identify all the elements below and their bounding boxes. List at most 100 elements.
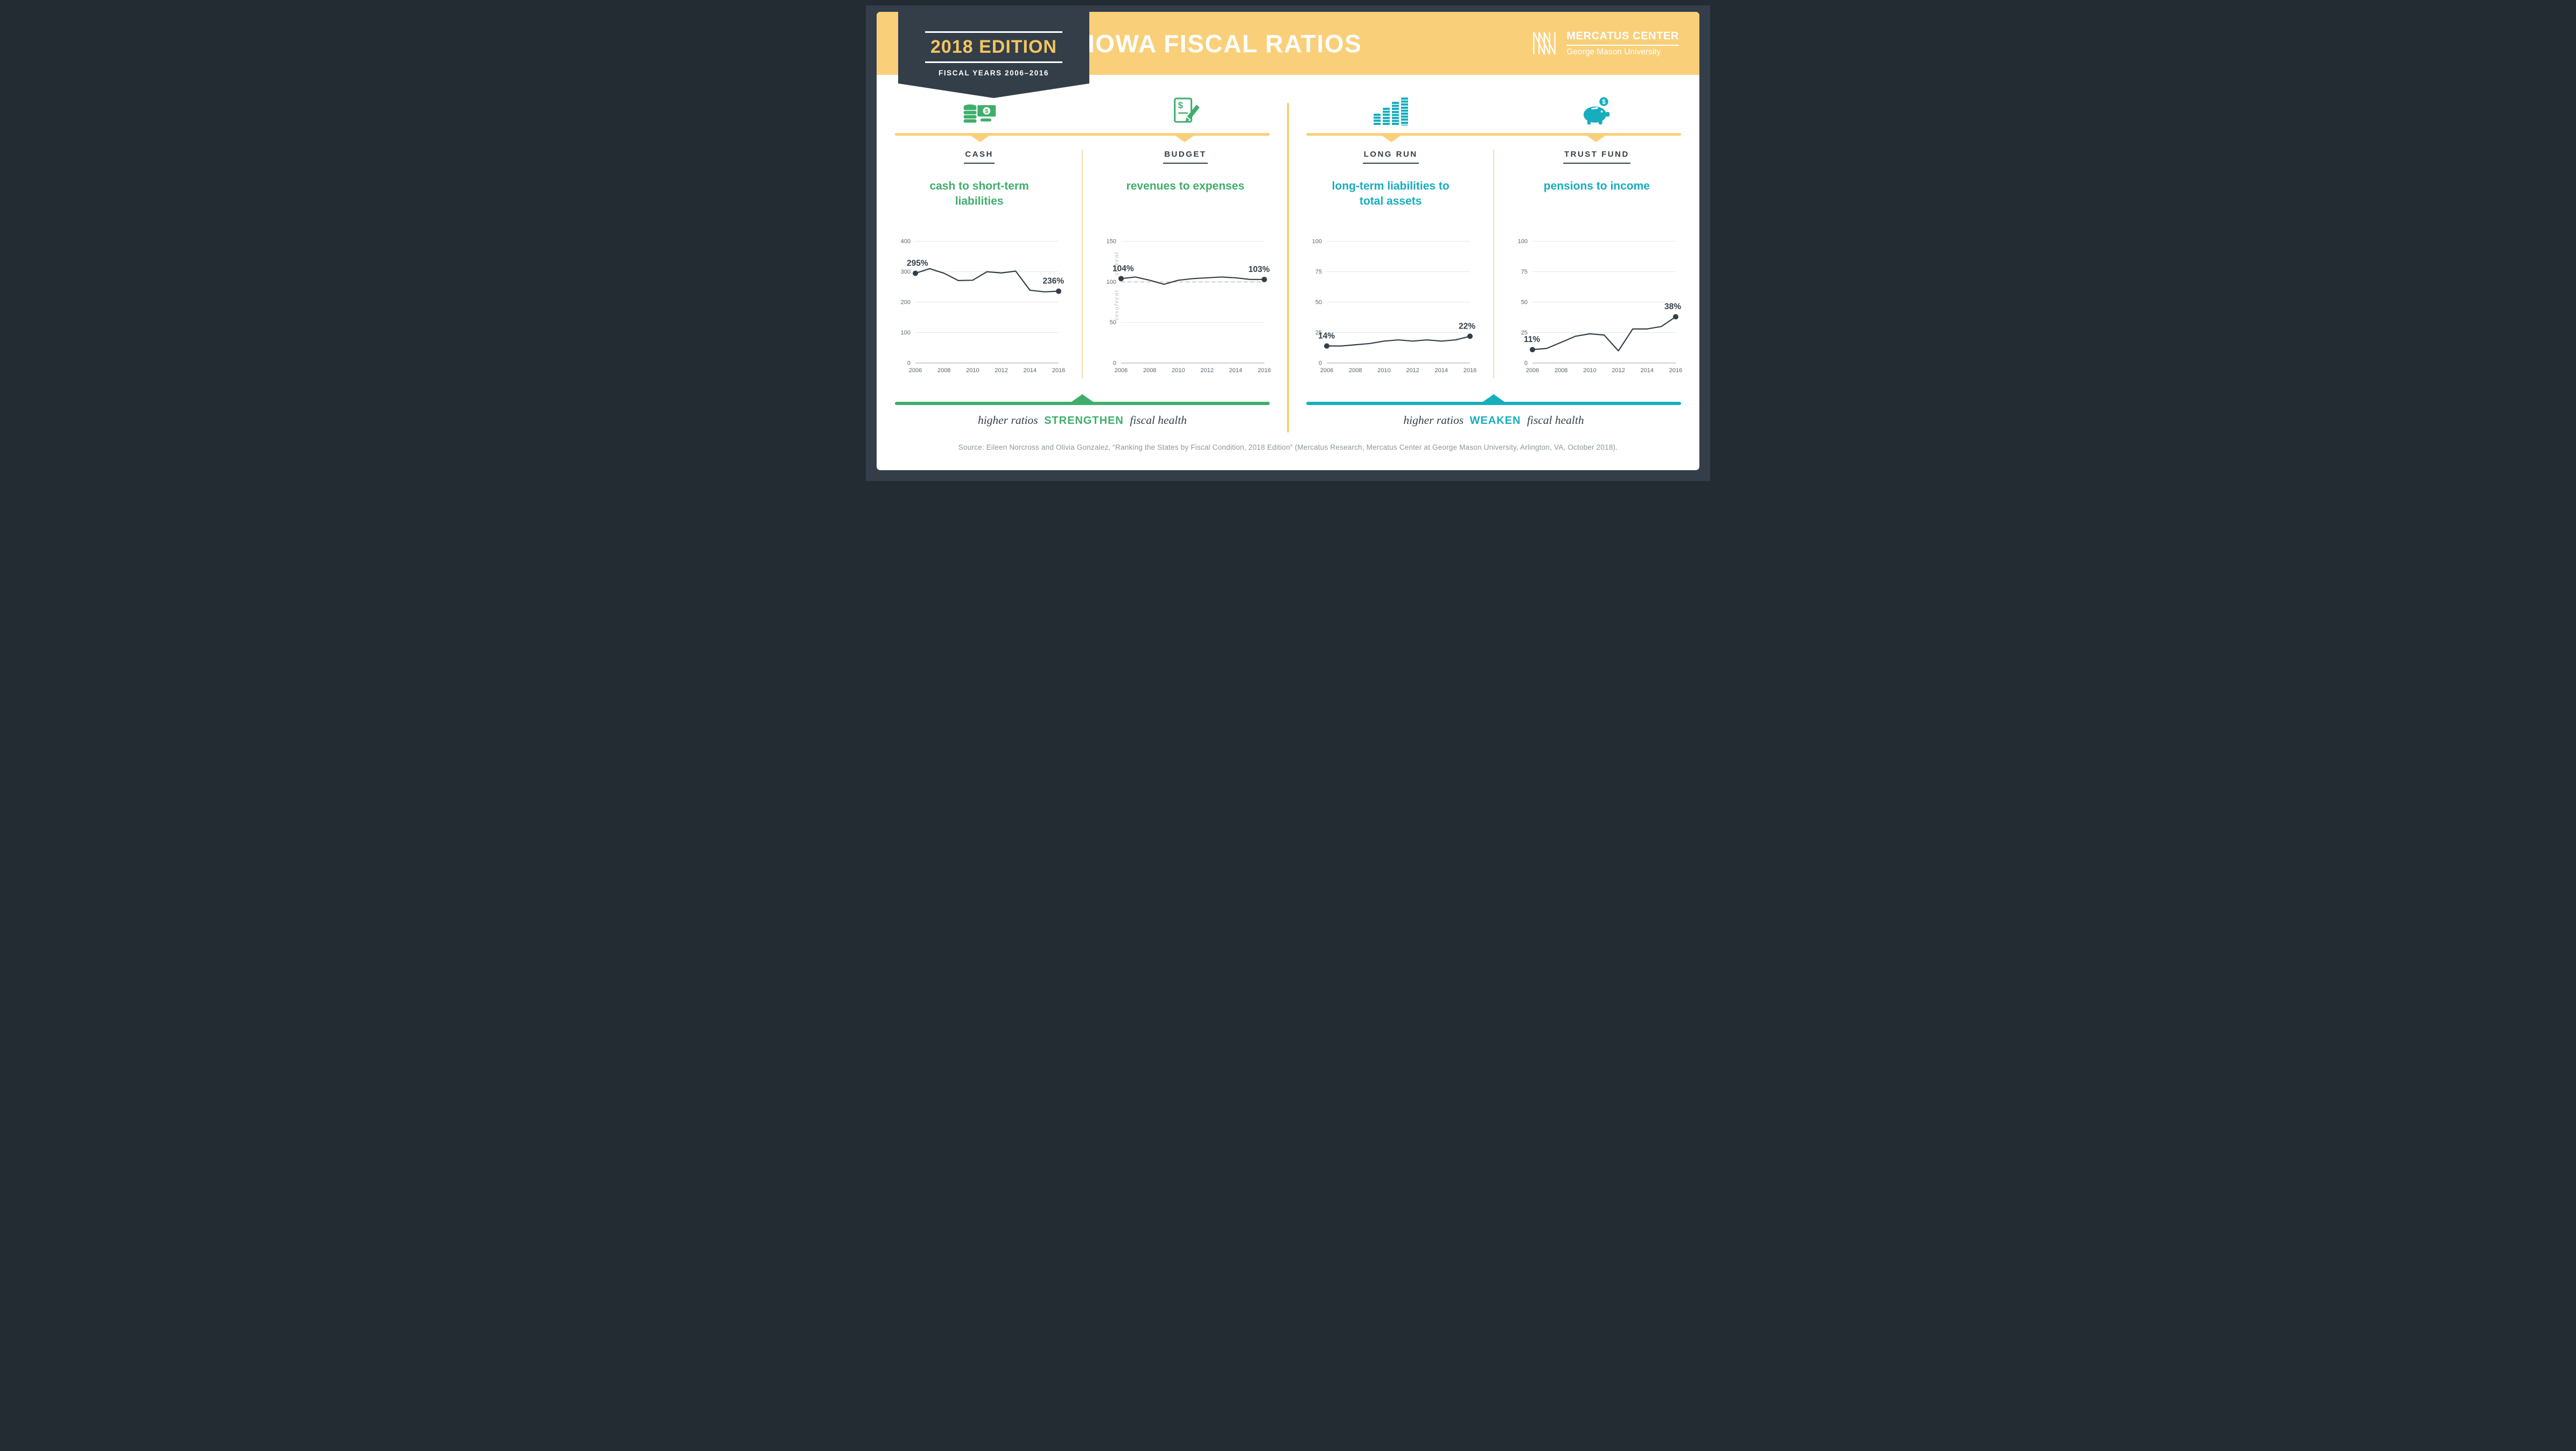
svg-text:solvent: solvent xyxy=(1112,252,1120,276)
svg-text:2014: 2014 xyxy=(1434,367,1447,374)
chevron-down-icon xyxy=(1175,136,1194,142)
svg-text:2016: 2016 xyxy=(1052,367,1065,374)
svg-text:75: 75 xyxy=(1315,269,1321,275)
svg-text:75: 75 xyxy=(1521,269,1528,275)
cash-icon: $ xyxy=(963,104,996,123)
coin-column xyxy=(1392,102,1399,125)
svg-text:$: $ xyxy=(1178,101,1183,110)
svg-text:25: 25 xyxy=(1315,330,1321,336)
weaken-section: $ LONG RUN long-term liabilities to tota… xyxy=(1288,75,1699,430)
svg-text:0: 0 xyxy=(1524,360,1528,367)
page-title: IOWA FISCAL RATIOS xyxy=(1088,29,1362,58)
weaken-topline xyxy=(1306,133,1681,142)
svg-text:2008: 2008 xyxy=(1555,367,1567,374)
panel-trust-fund: TRUST FUND pensions to income 0 25 50 75 100… xyxy=(1494,150,1699,378)
strengthen-caption: higher ratios STRENGTHEN fiscal health xyxy=(877,414,1288,427)
weaken-icons-row: $ xyxy=(1288,75,1699,133)
panel-divider xyxy=(1493,150,1494,378)
trust-fund-icon-cell: $ xyxy=(1494,96,1699,125)
long-run-icon xyxy=(1374,97,1408,125)
svg-text:103%: 103% xyxy=(1249,265,1270,274)
chevron-down-icon xyxy=(1382,136,1401,142)
edition-title: 2018 EDITION xyxy=(925,31,1062,63)
svg-text:$: $ xyxy=(985,108,988,115)
svg-text:236%: 236% xyxy=(1042,277,1064,286)
panel-budget: BUDGET revenues to expenses 0 50 100 150 200… xyxy=(1083,150,1288,378)
edition-years: FISCAL YEARS 2006–2016 xyxy=(938,69,1049,77)
svg-text:2008: 2008 xyxy=(1143,367,1156,374)
weaken-panels: LONG RUN long-term liabilities to total … xyxy=(1288,150,1699,378)
caption-prefix: higher ratios xyxy=(1403,414,1464,427)
svg-text:2010: 2010 xyxy=(1172,367,1185,374)
svg-text:2006: 2006 xyxy=(1526,367,1539,374)
budget-icon-cell: $ xyxy=(1082,96,1288,125)
svg-text:2012: 2012 xyxy=(1201,367,1214,374)
svg-text:2016: 2016 xyxy=(1258,367,1271,374)
svg-text:100: 100 xyxy=(900,330,910,336)
svg-text:22%: 22% xyxy=(1459,322,1475,331)
chevron-down-icon xyxy=(1587,136,1605,142)
trust-fund-icon: $ xyxy=(1583,97,1610,125)
svg-text:100: 100 xyxy=(1107,279,1116,285)
svg-text:14%: 14% xyxy=(1318,331,1335,340)
svg-text:2010: 2010 xyxy=(1584,367,1597,374)
svg-text:50: 50 xyxy=(1315,299,1321,306)
edition-badge: 2018 EDITION FISCAL YEARS 2006–2016 xyxy=(898,12,1089,83)
svg-text:2012: 2012 xyxy=(1612,367,1625,374)
svg-text:2014: 2014 xyxy=(1023,367,1036,374)
svg-text:104%: 104% xyxy=(1112,264,1134,273)
svg-text:295%: 295% xyxy=(907,259,928,268)
trust-fund-chart: 0 25 50 75 100 2006 2008 2010 2012 2014 2016 11% 38% xyxy=(1508,225,1685,378)
svg-text:400: 400 xyxy=(900,239,910,245)
weaken-caption: higher ratios WEAKEN fiscal health xyxy=(1288,414,1699,427)
mercatus-logo-icon xyxy=(1533,32,1556,55)
infographic: IOWA FISCAL RATIOS MERCATUS CENTER Georg… xyxy=(866,5,1710,481)
panel-label: CASH xyxy=(964,150,995,164)
svg-text:2008: 2008 xyxy=(1349,367,1362,374)
svg-text:150: 150 xyxy=(1107,239,1116,245)
caption-suffix: fiscal health xyxy=(1527,414,1584,427)
budget-chart: 0 50 100 150 2006 2008 2010 2012 2014 2016 solvent… xyxy=(1096,225,1274,378)
svg-text:2012: 2012 xyxy=(995,367,1007,374)
panel-divider xyxy=(1082,150,1083,378)
strengthen-icons-row: $ $ xyxy=(877,75,1288,133)
main-content: $ $ xyxy=(877,75,1699,432)
svg-text:38%: 38% xyxy=(1664,302,1681,311)
long-run-chart: 0 25 50 75 100 2006 2008 2010 2012 2014 2016 14% 22% xyxy=(1302,225,1480,378)
strengthen-bar xyxy=(895,394,1270,405)
logo-divider xyxy=(1566,44,1679,46)
caption-prefix: higher ratios xyxy=(977,414,1038,427)
svg-text:50: 50 xyxy=(1521,299,1528,306)
chevron-down-icon xyxy=(970,136,989,142)
coin-column xyxy=(1374,114,1381,125)
strengthen-topline xyxy=(895,133,1270,142)
svg-text:2006: 2006 xyxy=(908,367,921,374)
weaken-bar xyxy=(1306,394,1681,405)
svg-text:2016: 2016 xyxy=(1669,367,1682,374)
svg-text:2006: 2006 xyxy=(1115,367,1128,374)
logo-name: MERCATUS CENTER xyxy=(1566,30,1679,42)
coin-column xyxy=(1401,97,1408,125)
svg-text:2016: 2016 xyxy=(1463,367,1476,374)
caption-keyword: STRENGTHEN xyxy=(1044,415,1124,427)
logo-subname: George Mason University xyxy=(1566,47,1661,57)
svg-text:2006: 2006 xyxy=(1320,367,1333,374)
svg-text:200: 200 xyxy=(900,299,910,306)
coin-column xyxy=(1383,108,1390,125)
strengthen-section: $ $ xyxy=(877,75,1288,430)
strengthen-panels: CASH cash to short-term liabilities 0 100… xyxy=(877,150,1288,378)
svg-text:300: 300 xyxy=(900,269,910,275)
svg-text:2008: 2008 xyxy=(937,367,950,374)
svg-text:2010: 2010 xyxy=(966,367,979,374)
svg-text:2010: 2010 xyxy=(1377,367,1390,374)
source-citation: Source: Eileen Norcross and Olivia Gonza… xyxy=(958,443,1618,451)
chevron-up-icon xyxy=(1072,394,1093,402)
caption-suffix: fiscal health xyxy=(1130,414,1187,427)
svg-text:2012: 2012 xyxy=(1406,367,1419,374)
svg-text:0: 0 xyxy=(907,360,911,367)
panel-subtitle: pensions to income xyxy=(1543,180,1650,192)
chevron-up-icon xyxy=(1483,394,1504,402)
panel-label: TRUST FUND xyxy=(1563,150,1630,164)
svg-text:11%: 11% xyxy=(1524,335,1540,344)
panel-subtitle: revenues to expenses xyxy=(1126,180,1245,192)
